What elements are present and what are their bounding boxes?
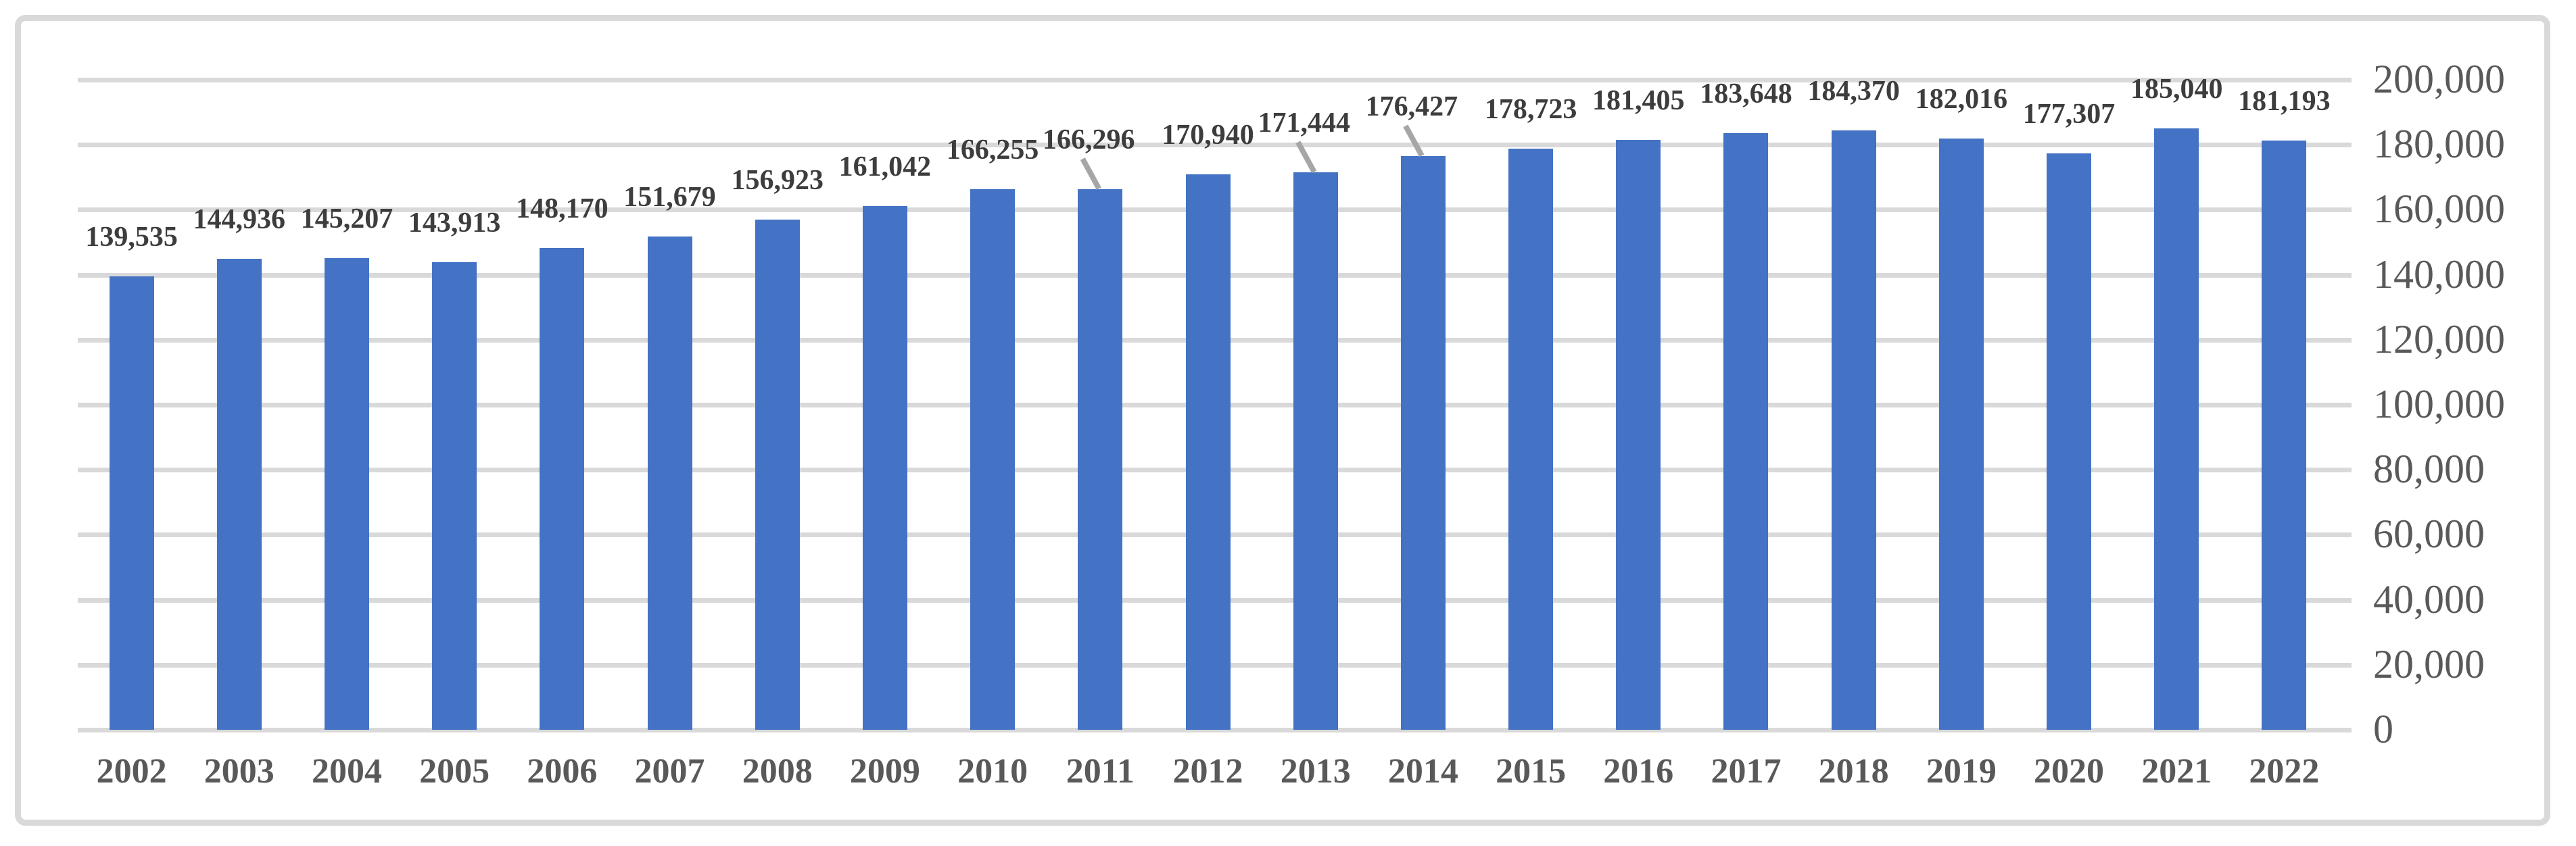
data-label: 143,913 [408,207,501,239]
bar-2003[interactable] [216,258,262,730]
y-axis-label: 120,000 [2373,316,2505,362]
x-axis-label: 2017 [1711,752,1782,791]
y-axis-label: 180,000 [2373,122,2505,167]
x-axis-label: 2009 [849,752,920,791]
bar-2006[interactable] [540,248,585,730]
x-axis-label: 2013 [1280,752,1351,791]
data-label: 182,016 [1915,83,2008,115]
y-axis-label: 20,000 [2373,641,2485,687]
y-axis-label: 0 [2373,707,2393,751]
bar-2005[interactable] [432,262,477,730]
y-axis-tick [2334,272,2352,278]
x-axis-label: 2018 [1818,752,1889,791]
data-label: 166,296 [1043,124,1135,156]
data-label: 161,042 [838,151,932,183]
data-label: 145,207 [300,203,393,234]
data-label: 166,255 [946,134,1039,166]
data-label: 156,923 [731,165,824,197]
bar-2007[interactable] [647,237,692,730]
data-label: 171,444 [1258,107,1350,139]
y-axis-tick [2334,78,2352,82]
bar-2021[interactable] [2154,128,2199,730]
bar-2015[interactable] [1508,149,1554,730]
data-label: 178,723 [1484,94,1577,126]
data-label: 181,405 [1592,85,1685,117]
bar-2014[interactable] [1400,156,1446,730]
gridline [78,143,2338,148]
y-axis-label: 140,000 [2373,251,2505,297]
x-axis-label: 2020 [2034,752,2105,791]
data-label: 170,940 [1162,119,1254,151]
y-axis-label: 160,000 [2373,186,2505,232]
x-axis-label: 2015 [1496,752,1567,791]
bar-2004[interactable] [324,257,369,730]
y-axis-tick [2334,728,2352,732]
bar-2017[interactable] [1723,132,1769,730]
x-axis-label: 2012 [1172,752,1243,791]
x-axis-label: 2005 [419,752,490,791]
y-axis-tick [2334,337,2352,343]
bar-2010[interactable] [970,189,1016,730]
data-label: 181,193 [2238,86,2331,118]
data-label: 177,307 [2022,99,2116,130]
x-axis-label: 2014 [1387,752,1458,791]
x-axis-label: 2003 [204,752,275,791]
bar-2019[interactable] [1938,138,1984,730]
x-axis-label: 2010 [957,752,1028,791]
x-axis-label: 2019 [1926,752,1997,791]
data-label: 176,427 [1365,91,1458,123]
data-label: 151,679 [623,182,716,214]
y-axis-tick [2334,532,2352,538]
bar-2022[interactable] [2262,141,2307,730]
data-label: 148,170 [516,193,609,225]
bar-2012[interactable] [1185,174,1231,730]
data-label: 139,535 [85,221,178,253]
bar-2011[interactable] [1078,189,1123,730]
gridline [78,78,2338,82]
x-axis-label: 2008 [742,752,813,791]
data-label: 144,936 [193,203,286,235]
y-axis-label: 40,000 [2373,576,2485,622]
y-axis-label: 200,000 [2373,57,2505,101]
x-axis-label: 2004 [311,752,382,791]
bar-2008[interactable] [755,220,800,730]
x-axis-label: 2002 [96,752,167,791]
bar-2016[interactable] [1616,140,1661,730]
bar-2020[interactable] [2047,153,2092,730]
bar-2013[interactable] [1293,172,1338,730]
y-axis-tick [2334,597,2352,603]
y-axis-label: 60,000 [2373,512,2485,557]
y-axis-tick [2334,662,2352,668]
y-axis-tick [2334,403,2352,407]
x-axis-label: 2011 [1066,752,1135,791]
x-axis-label: 2006 [527,752,598,791]
y-axis-label: 80,000 [2373,447,2485,492]
bar-2018[interactable] [1831,130,1876,730]
data-label: 183,648 [1700,78,1792,109]
y-axis-tick [2334,468,2352,473]
bar-2002[interactable] [109,276,154,730]
x-axis-label: 2022 [2249,752,2320,791]
gridline [78,728,2338,732]
x-axis-label: 2021 [2141,752,2212,791]
data-label: 184,370 [1807,76,1900,107]
y-axis-tick [2334,143,2352,148]
x-axis-label: 2016 [1603,752,1674,791]
y-axis-tick [2334,207,2352,213]
bar-2009[interactable] [862,206,907,730]
x-axis-label: 2007 [634,752,705,791]
data-label: 185,040 [2130,73,2223,105]
y-axis-label: 100,000 [2373,382,2505,426]
